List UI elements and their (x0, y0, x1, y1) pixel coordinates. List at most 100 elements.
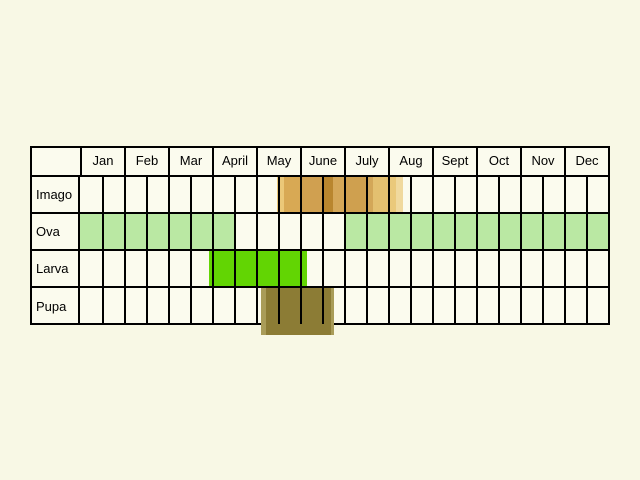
grid-line (388, 214, 390, 249)
grid-line (124, 251, 126, 286)
corner-cell (32, 148, 80, 175)
imago-period-bar-segment (300, 177, 322, 212)
grid-line (564, 288, 566, 324)
imago-period-bar-segment (366, 177, 374, 212)
grid-line (586, 288, 588, 324)
month-header-may: May (256, 148, 300, 175)
grid-line (586, 214, 588, 249)
grid-line (410, 251, 412, 286)
grid-line (586, 251, 588, 286)
month-header-jan: Jan (80, 148, 124, 175)
grid-line (124, 288, 126, 324)
grid-line (344, 177, 346, 212)
row-label-larva: Larva (32, 251, 80, 286)
ova-period-bar-segment (80, 214, 234, 249)
row-label-ova: Ova (32, 214, 80, 249)
grid-line (168, 177, 170, 212)
grid-line (498, 177, 500, 212)
pupa-period-bar-segment (330, 288, 334, 335)
grid-line (388, 177, 390, 212)
grid-line (146, 251, 148, 286)
grid-line (564, 214, 566, 249)
grid-line (388, 251, 390, 286)
row-label-imago: Imago (32, 177, 80, 212)
grid-line (410, 177, 412, 212)
grid-line (344, 214, 346, 249)
grid-line (564, 177, 566, 212)
grid-line (476, 288, 478, 324)
grid-line (124, 177, 126, 212)
grid-line (256, 251, 258, 286)
grid-line (146, 288, 148, 324)
grid-line (498, 251, 500, 286)
grid-line (322, 288, 324, 324)
grid-line (344, 251, 346, 286)
grid-line (454, 177, 456, 212)
grid-line (278, 177, 280, 212)
grid-line (300, 177, 302, 212)
grid-line (366, 214, 368, 249)
grid-line (454, 251, 456, 286)
grid-line (300, 214, 302, 249)
pupa-period-bar-segment (260, 288, 267, 335)
grid-line (190, 251, 192, 286)
grid-line (190, 214, 192, 249)
stage-row-larva: Larva (32, 251, 608, 288)
grid-line (542, 288, 544, 324)
stage-row-ova: Ova (32, 214, 608, 251)
grid-line (454, 288, 456, 324)
grid-line (388, 288, 390, 324)
grid-line (322, 177, 324, 212)
grid-line (542, 214, 544, 249)
grid-line (410, 214, 412, 249)
imago-period-bar-segment (344, 177, 366, 212)
grid-line (564, 251, 566, 286)
grid-line (586, 177, 588, 212)
stage-row-pupa: Pupa (32, 288, 608, 335)
imago-period-bar-segment (395, 177, 403, 212)
grid-line (542, 251, 544, 286)
grid-line (256, 288, 258, 324)
stage-row-imago: Imago (32, 177, 608, 214)
month-header-june: June (300, 148, 344, 175)
grid-line (102, 177, 104, 212)
grid-line (102, 214, 104, 249)
grid-line (520, 251, 522, 286)
grid-line (366, 251, 368, 286)
grid-line (498, 288, 500, 324)
grid-line (278, 288, 280, 324)
grid-line (102, 288, 104, 324)
row-label-pupa: Pupa (32, 288, 80, 324)
grid-line (278, 251, 280, 286)
month-header-dec: Dec (564, 148, 608, 175)
grid-line (124, 214, 126, 249)
grid-line (300, 288, 302, 324)
grid-line (212, 177, 214, 212)
grid-line (410, 288, 412, 324)
month-header-nov: Nov (520, 148, 564, 175)
grid-line (432, 288, 434, 324)
grid-line (102, 251, 104, 286)
grid-line (212, 214, 214, 249)
imago-period-bar-segment (284, 177, 300, 212)
grid-line (190, 288, 192, 324)
grid-line (234, 177, 236, 212)
month-header-oct: Oct (476, 148, 520, 175)
grid-line (344, 288, 346, 324)
grid-line (234, 251, 236, 286)
grid-line (146, 177, 148, 212)
month-header-aug: Aug (388, 148, 432, 175)
grid-line (520, 288, 522, 324)
month-header-row: Jan Feb Mar April May June July Aug Sept Oct Nov De… (32, 148, 608, 177)
imago-period-bar-segment (322, 177, 333, 212)
grid-line (146, 214, 148, 249)
grid-line (520, 214, 522, 249)
imago-period-bar-segment (373, 177, 388, 212)
month-header-mar: Mar (168, 148, 212, 175)
grid-line (542, 177, 544, 212)
grid-line (322, 251, 324, 286)
month-header-feb: Feb (124, 148, 168, 175)
grid-line (432, 251, 434, 286)
grid-line (476, 251, 478, 286)
